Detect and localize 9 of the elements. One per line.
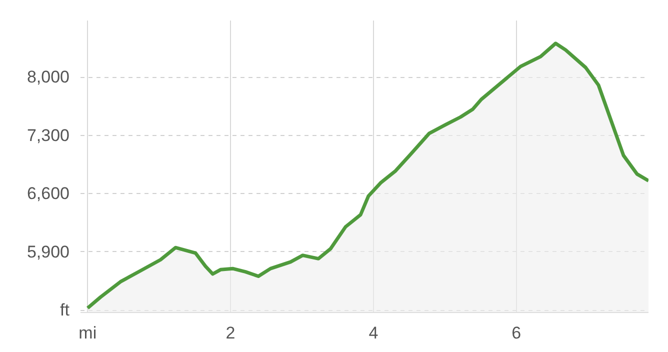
x-tick-label: 2 bbox=[226, 324, 236, 342]
y-tick-label: 7,300 bbox=[26, 126, 70, 145]
x-tick-label: 6 bbox=[512, 324, 522, 342]
y-tick-label: 6,600 bbox=[26, 184, 70, 204]
y-tick-label: ft bbox=[60, 300, 70, 320]
y-tick-label: 8,000 bbox=[26, 68, 70, 87]
x-tick-label: mi bbox=[78, 324, 97, 342]
x-tick-label: 4 bbox=[368, 324, 378, 342]
y-tick-label: 5,900 bbox=[26, 242, 70, 262]
